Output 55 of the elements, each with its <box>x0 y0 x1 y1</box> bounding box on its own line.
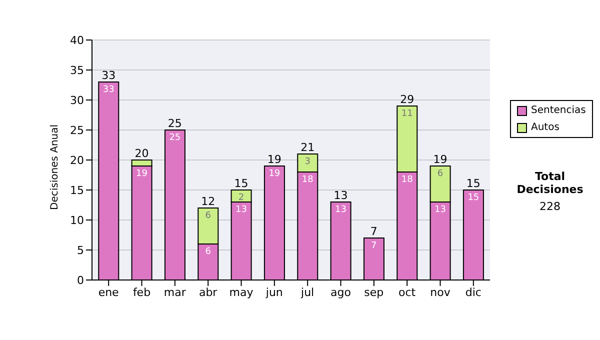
y-tick-label: 0 <box>77 274 84 287</box>
x-tick-label: nov <box>430 286 451 299</box>
data-label: 18 <box>401 175 414 185</box>
data-label: 6 <box>205 247 212 257</box>
x-tick-label: may <box>229 286 254 299</box>
data-label: 15 <box>468 193 480 203</box>
data-label: 13 <box>434 205 446 215</box>
data-label: 25 <box>169 133 181 143</box>
legend-label: Sentencias <box>531 104 586 117</box>
total-label: 20 <box>134 147 149 160</box>
total-label: 15 <box>466 177 480 190</box>
x-tick-label: jul <box>300 286 314 299</box>
data-label: 13 <box>335 205 346 215</box>
y-tick-label: 30 <box>70 94 84 107</box>
x-tick-label: ago <box>330 286 352 299</box>
y-tick-label: 25 <box>70 124 84 137</box>
y-axis-title: Decisiones Anual <box>50 124 61 210</box>
total-label: 33 <box>102 69 116 82</box>
text: 228 <box>538 200 562 213</box>
data-label: 6 <box>437 169 444 179</box>
total-label: 13 <box>334 189 348 202</box>
x-tick-label: abr <box>198 286 218 299</box>
data-label: 33 <box>102 85 114 95</box>
x-tick-label: oct <box>398 286 416 299</box>
data-label: 19 <box>268 169 280 179</box>
data-label: 18 <box>302 175 314 185</box>
y-tick-label: 10 <box>70 214 84 227</box>
x-tick-label: ene <box>98 286 120 299</box>
data-label: 7 <box>371 241 377 251</box>
x-tick-label: mar <box>164 286 186 299</box>
y-tick-label: 5 <box>77 244 84 257</box>
total-label: 29 <box>400 93 414 106</box>
total-label: 19 <box>267 153 282 166</box>
y-tick-label: 20 <box>70 154 84 167</box>
y-tick-label: 40 <box>70 34 84 47</box>
total-label: 21 <box>300 141 315 154</box>
total-label: 19 <box>433 153 448 166</box>
text: Total Decisiones <box>516 170 584 196</box>
data-label: 13 <box>236 205 247 215</box>
y-tick-label: 35 <box>70 64 84 77</box>
data-label: 2 <box>238 193 244 203</box>
x-tick-label: feb <box>132 286 151 299</box>
y-tick-label: 15 <box>70 184 84 197</box>
total-label: 15 <box>234 177 248 190</box>
legend-label: Autos <box>531 121 560 134</box>
data-label: 3 <box>304 157 310 167</box>
data-label: 11 <box>401 109 413 119</box>
total-label: 12 <box>201 195 216 208</box>
x-tick-label: jun <box>264 286 283 299</box>
data-label: 6 <box>205 211 212 221</box>
x-tick-label: dic <box>465 286 482 299</box>
total-label: 25 <box>168 117 182 130</box>
total-label: 7 <box>370 225 378 238</box>
data-label: 19 <box>136 169 148 179</box>
x-tick-label: sep <box>364 286 384 299</box>
